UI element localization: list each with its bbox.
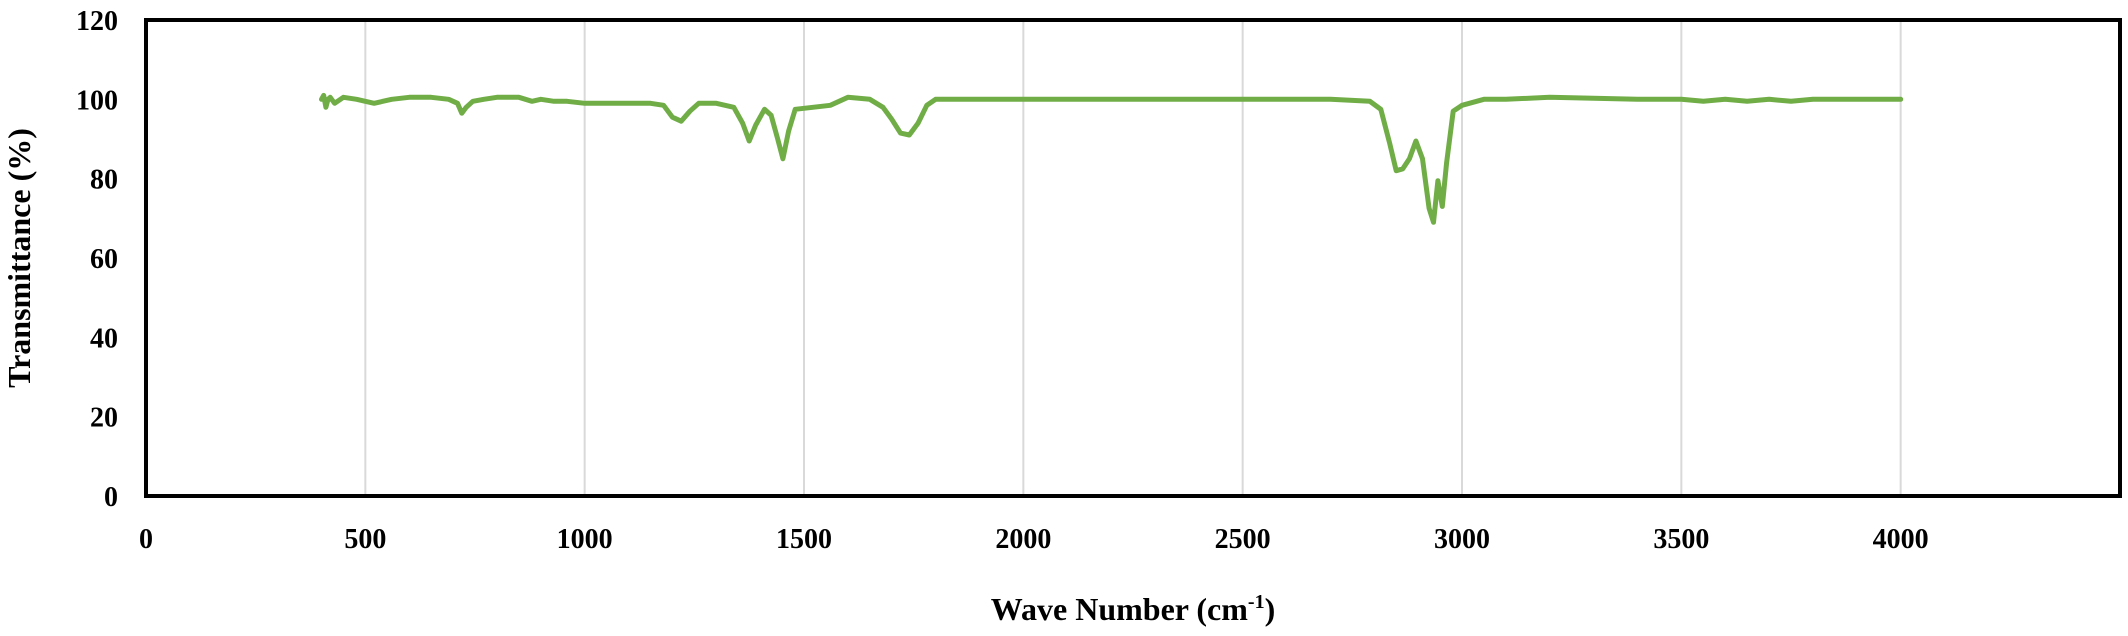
x-tick-label: 2500 [1215, 524, 1271, 555]
x-tick-label: 0 [139, 524, 153, 555]
y-tick-label: 80 [90, 165, 118, 196]
gridlines [364, 20, 1902, 496]
y-tick-label: 40 [90, 323, 118, 354]
x-tick-label: 2000 [995, 524, 1051, 555]
x-tick-label: 500 [344, 524, 386, 555]
x-tick-label: 4000 [1873, 524, 1929, 555]
y-tick-label: 0 [104, 482, 118, 513]
y-tick-labels: 0 20 40 60 80 100 120 [76, 6, 118, 513]
x-axis-title-prefix: Wave Number (cm [991, 591, 1248, 627]
y-tick-label: 120 [76, 6, 118, 37]
x-tick-label: 3500 [1653, 524, 1709, 555]
series-layer [319, 92, 1904, 225]
x-axis-title-sup: -1 [1248, 591, 1265, 613]
x-tick-label: 1500 [776, 524, 832, 555]
y-tick-label: 20 [90, 403, 118, 434]
x-tick-labels: 0 500 1000 1500 2000 2500 3000 3500 4000 [139, 524, 1929, 555]
series-line [319, 92, 1904, 225]
y-tick-label: 100 [76, 85, 118, 116]
x-axis-title: Wave Number (cm-1) [991, 591, 1275, 627]
x-tick-label: 1000 [557, 524, 613, 555]
x-axis-title-suffix: ) [1265, 591, 1276, 627]
plot-frame [144, 18, 2122, 498]
y-tick-label: 60 [90, 244, 118, 275]
x-tick-label: 3000 [1434, 524, 1490, 555]
y-axis-title: Transmittance (%) [1, 128, 37, 388]
